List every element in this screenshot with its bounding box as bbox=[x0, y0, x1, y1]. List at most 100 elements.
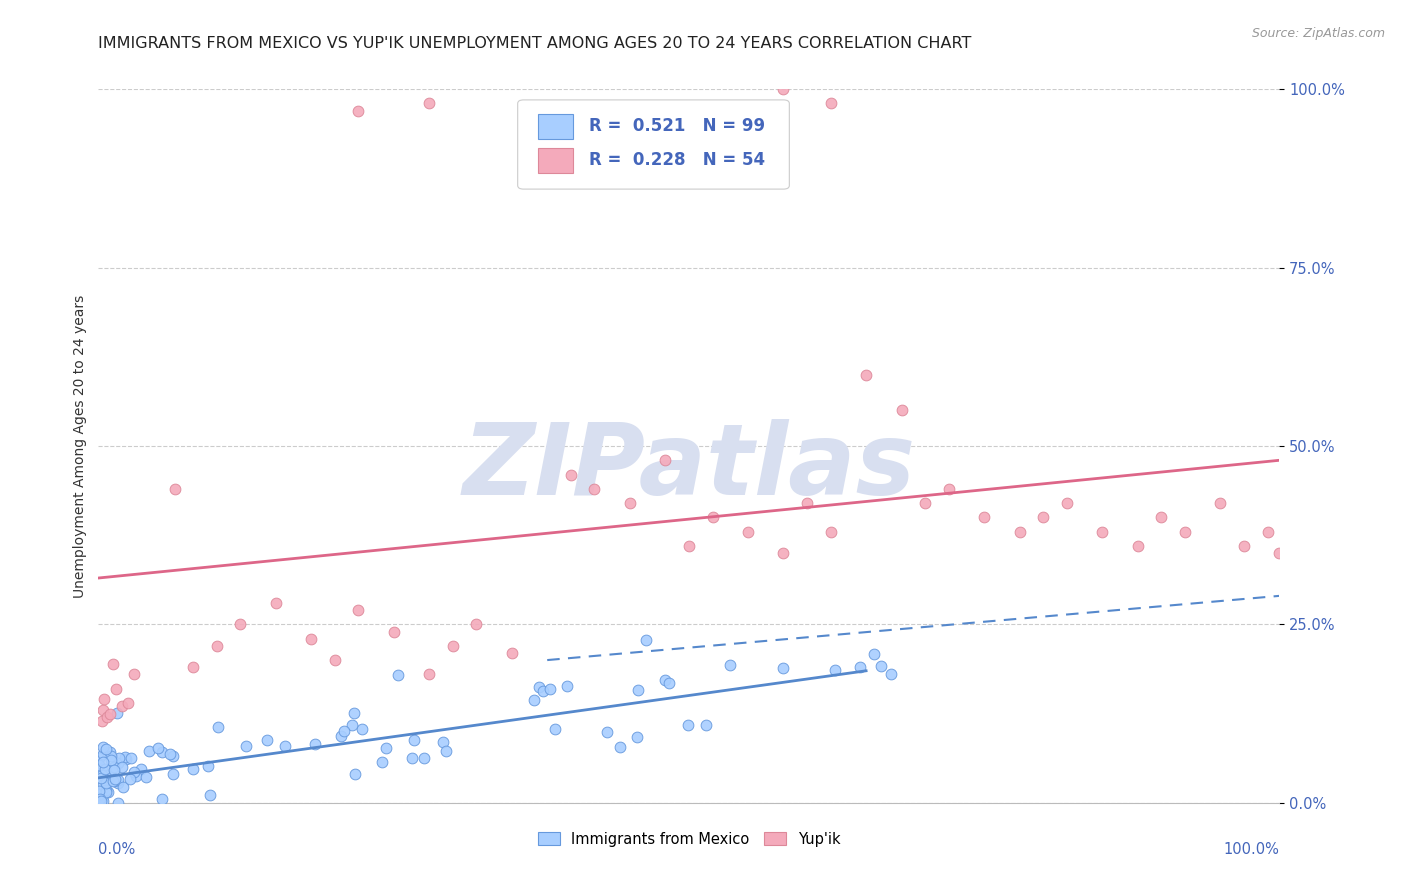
Text: IMMIGRANTS FROM MEXICO VS YUP'IK UNEMPLOYMENT AMONG AGES 20 TO 24 YEARS CORRELAT: IMMIGRANTS FROM MEXICO VS YUP'IK UNEMPLO… bbox=[98, 36, 972, 51]
Point bbox=[634, 632, 657, 647]
Point bbox=[654, 673, 676, 687]
Point bbox=[387, 667, 409, 681]
Point bbox=[94, 762, 117, 776]
Point bbox=[94, 770, 117, 784]
Point bbox=[347, 103, 370, 118]
Point bbox=[104, 772, 127, 786]
Point bbox=[938, 482, 960, 496]
Point bbox=[375, 740, 398, 755]
Point bbox=[146, 740, 169, 755]
Point bbox=[465, 617, 488, 632]
Point bbox=[93, 692, 115, 706]
Point bbox=[772, 546, 794, 560]
Point bbox=[125, 769, 148, 783]
Point bbox=[1150, 510, 1173, 524]
Point bbox=[107, 706, 129, 720]
Point bbox=[401, 751, 423, 765]
Point bbox=[299, 632, 322, 646]
Point bbox=[91, 791, 114, 805]
Point bbox=[91, 782, 114, 797]
Point bbox=[91, 768, 114, 782]
Point bbox=[152, 791, 174, 805]
Point bbox=[849, 659, 872, 673]
Bar bbox=[537, 148, 574, 173]
Point bbox=[529, 680, 551, 694]
Bar bbox=[537, 114, 574, 139]
Point bbox=[91, 794, 114, 808]
Point bbox=[197, 759, 219, 773]
Point bbox=[583, 482, 606, 496]
Point bbox=[91, 747, 114, 762]
Point bbox=[820, 524, 842, 539]
Point bbox=[103, 773, 125, 788]
Point bbox=[413, 750, 436, 764]
Point bbox=[796, 496, 818, 510]
Point bbox=[772, 661, 794, 675]
Point bbox=[1268, 546, 1291, 560]
Point bbox=[855, 368, 877, 382]
Point bbox=[89, 783, 111, 797]
Point bbox=[538, 682, 561, 697]
Point bbox=[91, 740, 114, 755]
Point bbox=[323, 653, 346, 667]
Point bbox=[97, 768, 120, 782]
Text: R =  0.521   N = 99: R = 0.521 N = 99 bbox=[589, 118, 765, 136]
Point bbox=[1032, 510, 1054, 524]
Point bbox=[91, 714, 114, 728]
Point bbox=[441, 639, 464, 653]
Point bbox=[418, 96, 440, 111]
Point bbox=[165, 482, 187, 496]
Point bbox=[342, 718, 364, 732]
Point bbox=[418, 667, 440, 681]
Legend: Immigrants from Mexico, Yup'ik: Immigrants from Mexico, Yup'ik bbox=[531, 826, 846, 853]
Point bbox=[256, 733, 278, 747]
Point bbox=[1209, 496, 1232, 510]
Point bbox=[111, 699, 134, 714]
Point bbox=[120, 772, 142, 786]
Point bbox=[1091, 524, 1114, 539]
Point bbox=[120, 751, 142, 765]
Point bbox=[1174, 524, 1197, 539]
Point bbox=[89, 788, 111, 802]
Point bbox=[91, 703, 114, 717]
Point bbox=[110, 760, 132, 774]
Point bbox=[596, 725, 619, 739]
FancyBboxPatch shape bbox=[517, 100, 789, 189]
Point bbox=[117, 696, 139, 710]
Point bbox=[1126, 539, 1149, 553]
Point bbox=[1257, 524, 1279, 539]
Point bbox=[863, 648, 886, 662]
Point bbox=[890, 403, 912, 417]
Point bbox=[103, 763, 125, 777]
Point bbox=[150, 745, 173, 759]
Point bbox=[103, 760, 125, 774]
Point bbox=[973, 510, 995, 524]
Point bbox=[382, 624, 405, 639]
Text: Source: ZipAtlas.com: Source: ZipAtlas.com bbox=[1251, 27, 1385, 40]
Point bbox=[93, 778, 115, 792]
Point bbox=[91, 755, 114, 769]
Point bbox=[100, 749, 122, 764]
Point bbox=[107, 775, 129, 789]
Point bbox=[343, 706, 366, 720]
Point bbox=[107, 751, 129, 765]
Text: R =  0.228   N = 54: R = 0.228 N = 54 bbox=[589, 151, 765, 169]
Point bbox=[880, 667, 903, 681]
Point bbox=[135, 770, 157, 784]
Point bbox=[678, 539, 700, 553]
Point bbox=[122, 764, 145, 779]
Point bbox=[98, 706, 121, 721]
Point bbox=[274, 739, 297, 753]
Point bbox=[555, 679, 578, 693]
Text: ZIPatlas: ZIPatlas bbox=[463, 419, 915, 516]
Point bbox=[626, 731, 648, 745]
Point bbox=[695, 717, 717, 731]
Point bbox=[90, 771, 112, 785]
Point bbox=[676, 718, 699, 732]
Point bbox=[107, 796, 129, 810]
Point bbox=[619, 496, 641, 510]
Point bbox=[820, 96, 842, 111]
Point bbox=[1008, 524, 1031, 539]
Point bbox=[870, 658, 893, 673]
Point bbox=[402, 733, 425, 747]
